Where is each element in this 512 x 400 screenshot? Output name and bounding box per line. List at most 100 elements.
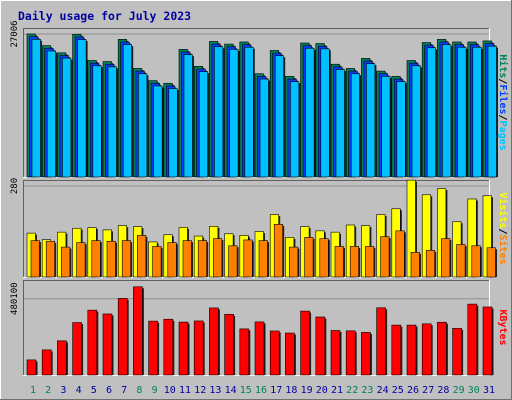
legend-pages: Pages — [497, 121, 508, 151]
x-tick-label-day-25: 25 — [392, 385, 404, 396]
x-tick-label-day-11: 11 — [179, 385, 191, 396]
bar-sites-day-19 — [304, 237, 314, 278]
bar-sites-day-28 — [441, 238, 451, 278]
bar-pages-day-21 — [335, 69, 345, 178]
x-tick-label-day-9: 9 — [152, 385, 158, 396]
bar-kbytes-day-6 — [102, 313, 113, 376]
bar-kbytes-day-26 — [406, 324, 417, 376]
bar-kbytes-day-7 — [117, 298, 128, 376]
x-tick-label-day-1: 1 — [30, 385, 36, 396]
legend-separator: / — [497, 228, 508, 234]
bar-kbytes-day-4 — [72, 322, 82, 376]
bar-sites-day-15 — [243, 239, 253, 278]
bar-kbytes-day-20 — [315, 316, 326, 376]
bar-kbytes-day-25 — [391, 324, 402, 376]
bar-pages-day-22 — [350, 73, 361, 178]
x-tick-label-day-22: 22 — [346, 385, 358, 396]
bar-sites-day-24 — [380, 236, 390, 278]
bar-pages-day-3 — [62, 57, 72, 178]
bar-sites-day-17 — [273, 224, 284, 278]
bar-sites-day-11 — [182, 240, 192, 278]
legend-files: Files — [497, 84, 509, 114]
bar-sites-day-8 — [137, 235, 147, 278]
legend-hits: Hits — [497, 54, 509, 78]
x-tick-label-day-3: 3 — [60, 385, 66, 396]
bar-kbytes-day-30 — [467, 303, 478, 376]
bar-pages-day-13 — [214, 46, 224, 178]
x-tick-label-day-26: 26 — [407, 385, 419, 396]
bar-kbytes-day-27 — [421, 323, 432, 376]
bar-pages-day-31 — [487, 45, 497, 178]
panel-visitors-legend: Visits/Sites — [497, 192, 509, 264]
legend-visits: Visits — [497, 192, 509, 228]
bar-kbytes-day-28 — [437, 321, 447, 376]
x-tick-label-day-12: 12 — [194, 385, 206, 396]
legend-separator: / — [497, 78, 508, 84]
bar-pages-day-18 — [290, 81, 300, 178]
x-tick-label-day-20: 20 — [316, 385, 328, 396]
bar-pages-day-20 — [320, 48, 330, 178]
bar-pages-day-27 — [426, 47, 437, 178]
bar-kbytes-day-1 — [26, 359, 37, 376]
bar-kbytes-day-18 — [285, 332, 295, 376]
bar-sites-day-16 — [258, 240, 268, 278]
x-tick-label-day-4: 4 — [76, 385, 82, 396]
bar-sites-day-22 — [349, 246, 360, 278]
bar-pages-day-26 — [411, 65, 421, 178]
bar-sites-day-9 — [152, 246, 162, 278]
bar-sites-day-7 — [121, 240, 131, 278]
bar-kbytes-day-29 — [452, 327, 462, 376]
bar-pages-day-17 — [274, 55, 285, 178]
bar-sites-day-23 — [365, 246, 375, 278]
bar-sites-day-27 — [425, 250, 436, 278]
legend-separator: / — [497, 115, 508, 121]
x-tick-label-day-19: 19 — [301, 385, 313, 396]
bar-sites-day-18 — [289, 246, 299, 278]
x-tick-label-day-27: 27 — [422, 385, 434, 396]
bar-pages-day-8 — [138, 73, 148, 178]
x-tick-label-day-5: 5 — [91, 385, 97, 396]
bar-pages-day-25 — [396, 81, 406, 178]
x-tick-label-day-30: 30 — [468, 385, 480, 396]
x-tick-label-day-31: 31 — [483, 385, 495, 396]
bar-kbytes-day-17 — [269, 330, 280, 376]
legend-sites: Sites — [497, 235, 509, 265]
bar-sites-day-30 — [471, 245, 481, 278]
bar-sites-day-2 — [45, 240, 56, 278]
bar-pages-day-14 — [229, 49, 239, 178]
bar-kbytes-day-22 — [345, 330, 356, 376]
bar-pages-day-29 — [457, 46, 467, 178]
bar-pages-day-23 — [366, 63, 376, 178]
bar-kbytes-day-16 — [254, 321, 265, 376]
panel-kbytes-y-tick-label: 480100 — [10, 282, 20, 315]
bar-kbytes-day-21 — [330, 330, 341, 376]
bar-pages-day-11 — [183, 54, 193, 178]
bar-pages-day-24 — [381, 76, 391, 178]
bar-pages-day-12 — [198, 71, 208, 178]
x-tick-label-day-6: 6 — [106, 385, 112, 396]
panel-requests-legend: Hits/Files/Pages — [497, 54, 509, 150]
x-tick-label-day-8: 8 — [136, 385, 142, 396]
bar-pages-day-7 — [122, 44, 132, 178]
chart-panels: 27006Hits/Files/Pages280Visits/Sites4801… — [10, 20, 509, 376]
chart-title: Daily usage for July 2023 — [18, 9, 191, 23]
legend-kbytes: KBytes — [497, 309, 508, 345]
bar-pages-day-2 — [46, 50, 57, 178]
x-tick-label-day-18: 18 — [285, 385, 297, 396]
bar-sites-day-25 — [395, 230, 405, 278]
bar-kbytes-day-14 — [224, 313, 234, 376]
bar-sites-day-10 — [167, 242, 177, 278]
bar-kbytes-day-2 — [41, 349, 52, 376]
bar-kbytes-day-8 — [133, 286, 143, 376]
x-tick-label-day-23: 23 — [361, 385, 373, 396]
bar-kbytes-day-3 — [57, 340, 67, 376]
bar-sites-day-31 — [486, 247, 496, 278]
x-tick-label-day-21: 21 — [331, 385, 343, 396]
bar-kbytes-day-11 — [178, 321, 189, 376]
bar-pages-day-30 — [472, 46, 482, 178]
bar-pages-day-19 — [305, 48, 315, 178]
bar-kbytes-day-24 — [376, 307, 386, 376]
panel-kbytes-legend: KBytes — [497, 309, 508, 345]
x-tick-label-day-29: 29 — [453, 385, 465, 396]
